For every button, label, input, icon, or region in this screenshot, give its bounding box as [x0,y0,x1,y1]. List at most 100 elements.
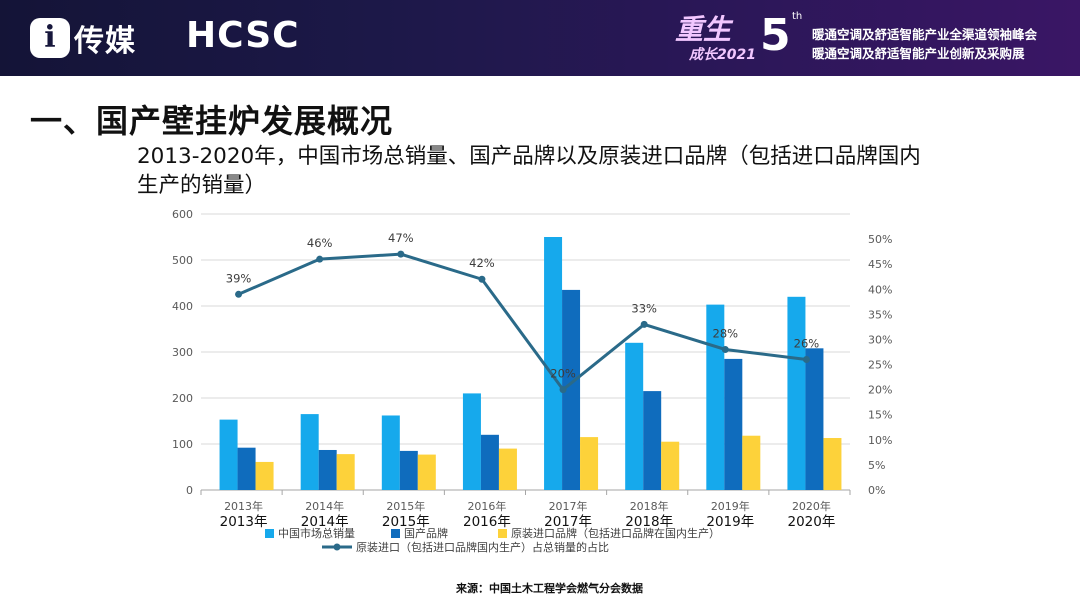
y-right-tick-label: 15% [868,409,892,422]
bar-imported [823,438,842,490]
logo-text: 传媒 [74,24,136,59]
legend-label-domestic: 国产品牌 [404,526,448,540]
event-badge: 重生 成长2021 [675,8,757,68]
x-category-label: 2015年 [382,514,430,530]
bar-total [544,237,563,490]
share-data-label: 46% [307,236,333,250]
x-category-label: 2013年 [220,514,268,530]
y-right-tick-label: 10% [868,434,892,447]
legend-label-share: 原装进口（包括进口品牌国内生产）占总销量的占比 [356,540,609,554]
share-point [640,320,648,328]
anniversary-suffix: th [792,11,803,22]
bar-imported [742,435,761,490]
y-left-tick-label: 400 [172,300,193,313]
legend-swatch-share-point [333,543,341,551]
share-point [478,275,486,283]
x-category-label: 2020年 [788,514,836,530]
share-data-label: 20% [550,367,576,381]
badge-title: 重生 [675,13,732,46]
bar-domestic [318,449,337,490]
share-data-label: 33% [631,301,657,315]
share-point [559,386,567,394]
y-right-tick-label: 0% [868,484,885,497]
share-data-label: 39% [226,271,252,285]
bar-total [706,304,725,490]
y-left-tick-label: 300 [172,346,193,359]
legend-label-total: 中国市场总销量 [278,526,355,540]
slide-subtitle: 2013-2020年，中国市场总销量、国产品牌以及原装进口品牌（包括进口品牌国内… [137,144,921,198]
share-line [237,252,807,392]
bar-imported [498,448,517,490]
bar-domestic [643,391,662,490]
legend-swatch-total [265,529,274,538]
y-right-tick-label: 25% [868,359,892,372]
y-right-tick-label: 20% [868,384,892,397]
y-left-tick-label: 100 [172,438,193,451]
bar-imported [336,454,355,490]
brand-logo: HCSC [186,15,300,56]
share-data-label: 26% [794,337,820,351]
share-point [397,250,405,258]
summit-names: 暖通空调及舒适智能产业全渠道领袖峰会 暖通空调及舒适智能产业创新及采购展 [812,25,1037,63]
share-point [721,345,729,353]
legend-label-imported: 原装进口品牌（包括进口品牌在国内生产） [511,526,720,540]
share-data-label: 42% [469,256,495,270]
x-category-label: 2018年 [625,514,673,530]
x-tick-label: 2018年 [630,499,669,513]
y-right-tick-label: 5% [868,459,885,472]
bar-domestic [562,289,581,490]
data-source: 来源：中国土木工程学会燃气分会数据 [456,582,643,595]
anniversary-number: 5 [760,10,791,61]
x-category-label: 2014年 [301,514,349,530]
share-data-label: 47% [388,231,414,245]
bar-domestic [805,348,824,490]
bar-total [300,414,319,490]
legend-swatch-domestic [391,529,400,538]
x-tick-label: 2013年 [224,499,263,513]
x-tick-label: 2016年 [467,499,506,513]
slide-title: 一、国产壁挂炉发展概况 [30,102,394,140]
x-tick-label: 2014年 [305,499,344,513]
bar-imported [417,454,436,490]
bar-domestic [237,447,256,490]
bar-domestic [399,450,418,490]
y-right-tick-label: 30% [868,333,892,346]
bar-imported [580,437,599,490]
x-category-label: 2017年 [544,514,592,530]
bar-total [625,342,644,490]
x-category-label: 2019年 [706,514,754,530]
bar-total [787,296,806,490]
y-right-tick-label: 45% [868,258,892,271]
share-point [235,290,243,298]
y-right-tick-label: 40% [868,283,892,296]
y-left-tick-label: 600 [172,208,193,221]
x-tick-label: 2015年 [386,499,425,513]
summit-line-1: 暖通空调及舒适智能产业全渠道领袖峰会 [812,27,1038,42]
y-right-tick-label: 50% [868,233,892,246]
bar-domestic [724,358,743,490]
share-point [802,356,810,364]
x-tick-label: 2020年 [792,499,831,513]
x-tick-label: 2017年 [549,499,588,513]
bar-imported [661,441,680,490]
bar-imported [255,461,274,490]
bar-total [219,419,238,490]
y-left-tick-label: 500 [172,254,193,267]
x-category-label: 2016年 [463,514,511,530]
bar-total [462,393,481,490]
legend-swatch-imported [498,529,507,538]
bar-domestic [480,434,499,490]
summit-line-2: 暖通空调及舒适智能产业创新及采购展 [812,46,1025,61]
y-right-tick-label: 35% [868,308,892,321]
bar-total [381,415,400,490]
share-data-label: 28% [713,326,739,340]
y-left-tick-label: 200 [172,392,193,405]
badge-subtitle: 成长2021 [689,47,756,63]
share-point [316,255,324,263]
y-left-tick-label: 0 [186,484,193,497]
x-tick-label: 2019年 [711,499,750,513]
media-logo: i 传媒 [30,14,136,62]
header-banner: i 传媒 HCSC 重生 成长2021 5 th 暖通空调及舒适智能产业全渠道领… [0,0,1080,76]
logo-i-icon: i [30,18,70,58]
